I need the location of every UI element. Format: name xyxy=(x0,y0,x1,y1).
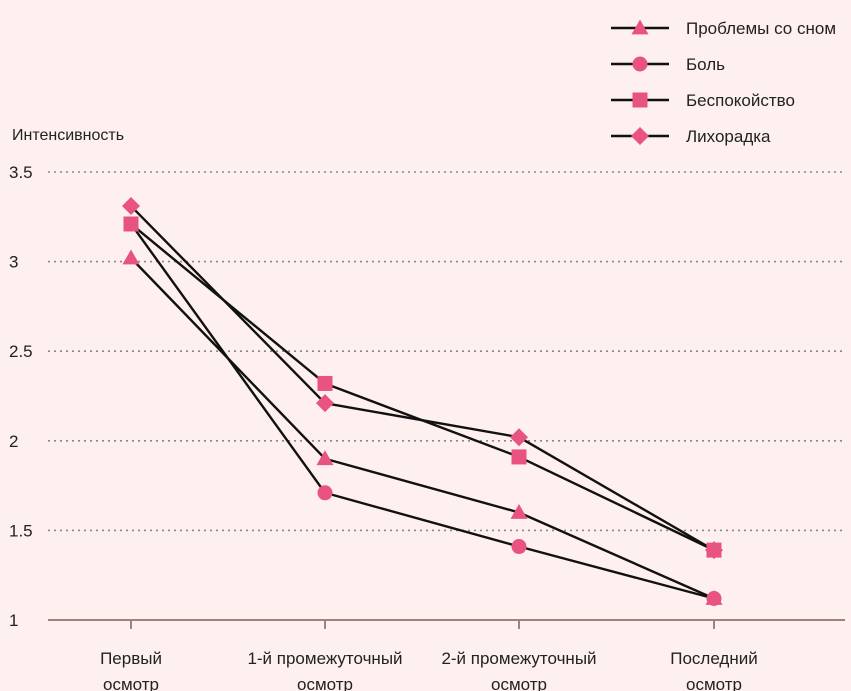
x-axis xyxy=(48,619,845,629)
y-tick-label: 2.5 xyxy=(9,342,33,361)
square-marker xyxy=(317,375,333,391)
legend-item: Лихорадка xyxy=(611,127,771,146)
diamond-marker xyxy=(705,541,723,560)
triangle-marker xyxy=(631,19,649,35)
y-tick-label: 2 xyxy=(9,432,18,451)
triangle-marker xyxy=(316,450,334,466)
legend: Проблемы со сном Боль Беспокойство Лихорадк… xyxy=(611,19,836,146)
legend-item: Беспокойство xyxy=(611,91,795,110)
circle-marker xyxy=(317,485,333,501)
x-tick-label: осмотр xyxy=(103,675,159,691)
triangle-marker xyxy=(510,503,528,519)
x-tick-label: Первый xyxy=(100,649,162,668)
series-line xyxy=(130,223,715,552)
x-tick-label: осмотр xyxy=(297,675,353,691)
series-line xyxy=(130,205,715,552)
x-tick-label: 2-й промежуточный xyxy=(441,649,596,668)
x-tick-labels: Первый осмотр 1-й промежуточный осмотр 2-й п… xyxy=(100,649,758,691)
y-tick-label: 1.5 xyxy=(9,521,33,540)
x-tick-label: Последний xyxy=(670,649,757,668)
diamond-marker xyxy=(510,428,528,447)
square-marker xyxy=(123,216,139,232)
y-axis-title: Интенсивность xyxy=(12,127,124,144)
x-tick-label: осмотр xyxy=(686,675,742,691)
y-tick-labels: 3.5 3 2.5 2 1.5 1 xyxy=(9,163,33,630)
circle-marker xyxy=(511,539,527,555)
triangle-marker xyxy=(122,249,140,265)
legend-item: Боль xyxy=(611,55,725,74)
square-marker xyxy=(511,449,527,465)
legend-label: Беспокойство xyxy=(686,91,795,110)
diamond-marker xyxy=(122,197,140,216)
circle-marker xyxy=(632,56,648,72)
series-line xyxy=(130,223,715,600)
series xyxy=(122,197,723,606)
series-line xyxy=(130,257,715,600)
diamond-marker xyxy=(631,127,649,145)
legend-label: Лихорадка xyxy=(686,127,771,146)
y-tick-label: 3.5 xyxy=(9,163,33,182)
diamond-marker xyxy=(316,394,334,413)
legend-item: Проблемы со сном xyxy=(611,19,836,38)
y-tick-label: 1 xyxy=(9,611,18,630)
grid xyxy=(48,171,845,532)
legend-label: Боль xyxy=(686,55,725,74)
legend-label: Проблемы со сном xyxy=(686,19,836,38)
circle-marker xyxy=(706,590,722,606)
square-marker xyxy=(632,92,648,108)
x-tick-label: 1-й промежуточный xyxy=(247,649,402,668)
y-tick-label: 3 xyxy=(9,253,18,272)
x-tick-label: осмотр xyxy=(491,675,547,691)
